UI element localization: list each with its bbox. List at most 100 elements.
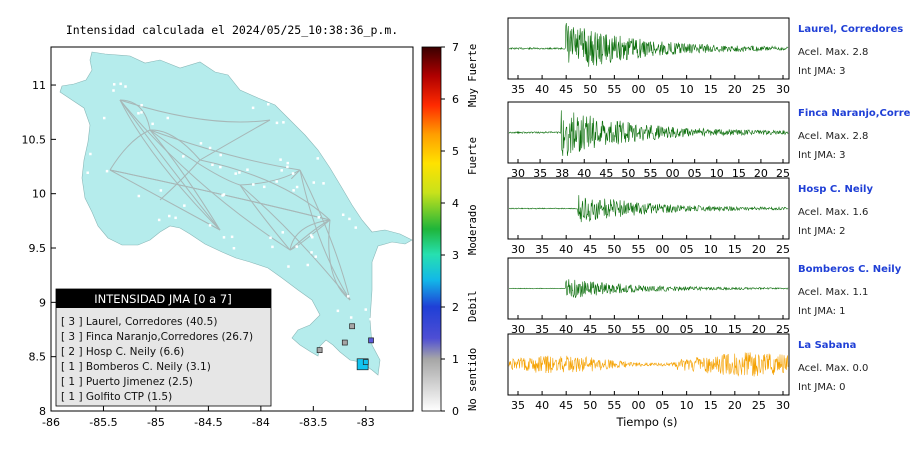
town-marker [119,82,122,86]
colorbar-label-moderado: Moderado [467,204,479,255]
town-marker [86,171,89,174]
legend-header [56,289,271,308]
waveform-tick-label: 40 [559,323,573,336]
waveform-tick-label: 45 [583,243,597,256]
waveform-tick-label: 10 [680,399,694,412]
map-y-axis: 11 10.5 10 9.5 9 8.5 8 [22,79,56,418]
map-ytick-label: 9.5 [29,242,47,255]
legend-title: INTENSIDAD JMA [0 a 7] [94,292,231,306]
town-marker [238,171,241,174]
road-line [149,129,301,171]
town-marker [112,83,116,86]
waveform-panel: 30 35 38 40 45 50 55 00 05 10 15 20 25 Finca Naranjo,… [507,101,910,180]
map-title: Intensidad calculada el 2024/05/25_10:38… [66,23,398,37]
intensity-map: -86 -85.5 -85 -84.5 -84 -83.5 -83 11 10.5 10 9.5 9… [22,46,414,429]
colorbar-gradient [421,46,442,412]
town-marker [230,235,234,239]
waveform-trace [508,352,789,377]
waveform-tick-label: 50 [621,167,635,180]
waveform-tick-label: 05 [656,399,670,412]
town-marker [151,122,154,126]
map-ytick-label: 11 [32,79,46,92]
waveform-tick-label: 10 [704,323,718,336]
waveform-tick-label: 15 [704,399,718,412]
town-marker [349,316,353,319]
waveform-tick-label: 00 [631,399,645,412]
waveform-tick-label: 30 [511,167,525,180]
colorbar-tick-label: 2 [452,301,459,314]
road-line [299,169,351,301]
waveform-tick-label: 50 [607,243,621,256]
waveform-panel: 30 35 40 45 50 55 00 05 10 15 20 25 Hosp C. Neily Ace… [507,177,873,256]
road-line [299,169,351,301]
road-line [291,169,301,180]
town-marker [336,309,340,313]
town-marker [281,231,285,234]
station-jma: Int JMA: 1 [798,306,846,317]
town-marker [364,308,368,311]
waveform-tick-label: 00 [656,243,670,256]
road-line [149,129,241,186]
colorbar-label-no-sentido: No sentido [467,348,479,411]
town-marker [269,236,272,240]
waveform-tick-label: 15 [732,167,746,180]
town-marker [282,121,285,124]
town-marker [279,158,282,161]
town-marker [166,116,170,120]
road-line [119,99,221,231]
station-jma: Int JMA: 0 [798,382,846,393]
town-marker [292,189,295,192]
town-marker [341,213,345,217]
town-marker [291,172,295,175]
waveform-tick-label: 30 [776,83,790,96]
town-marker [275,180,278,183]
waveform-trace [508,22,789,67]
waveform-tick-label: 20 [728,399,742,412]
road-line [119,99,221,231]
map-xtick-label: -83 [357,416,375,429]
town-marker [112,89,115,92]
station-jma: Int JMA: 3 [798,66,846,77]
colorbar-tick-label: 5 [452,145,459,158]
waveform-tick-label: 45 [599,167,613,180]
waveform-tick-label: 30 [511,243,525,256]
waveform-tick-label: 38 [555,167,569,180]
waveform-tick-label: 15 [704,83,718,96]
waveform-xlabel: Tiempo (s) [615,415,677,429]
waveform-tick-label: 45 [559,399,573,412]
town-marker [310,234,313,237]
town-marker [246,168,249,171]
town-marker [280,169,283,172]
waveform-tick-label: 10 [710,167,724,180]
town-marker [219,165,222,169]
town-marker [310,251,313,254]
town-marker [232,246,236,250]
waveform-tick-label: 55 [607,399,621,412]
town-marker [168,214,171,218]
map-legend: INTENSIDAD JMA [0 a 7] [ 3 ] Laurel, Cor… [55,288,272,407]
town-marker [208,146,212,150]
town-marker [275,121,279,125]
station-jma: Int JMA: 2 [798,226,846,237]
waveform-tick-label: 20 [754,167,768,180]
town-marker [348,217,351,221]
waveform-tick-label: 20 [752,243,766,256]
town-marker [182,155,185,158]
town-marker [137,112,140,115]
road-line [149,129,201,161]
road-line [119,99,271,123]
road-line [149,129,221,231]
waveform-tick-label: 55 [631,243,645,256]
station-marker [368,337,374,344]
station-name: Bomberos C. Neily [798,264,902,275]
station-acel: Acel. Max. 1.6 [798,207,868,218]
station-acel: Acel. Max. 2.8 [798,131,868,142]
town-marker [140,111,143,114]
map-xtick-label: -83.5 [299,416,327,429]
town-marker [208,224,212,227]
station-acel: Acel. Max. 0.0 [798,363,868,374]
colorbar-tick-label: 3 [452,249,459,262]
legend-item-1: [ 3 ] Finca Naranjo,Corredores (26.7) [61,331,253,343]
town-marker [354,226,358,229]
town-marker [346,295,350,298]
